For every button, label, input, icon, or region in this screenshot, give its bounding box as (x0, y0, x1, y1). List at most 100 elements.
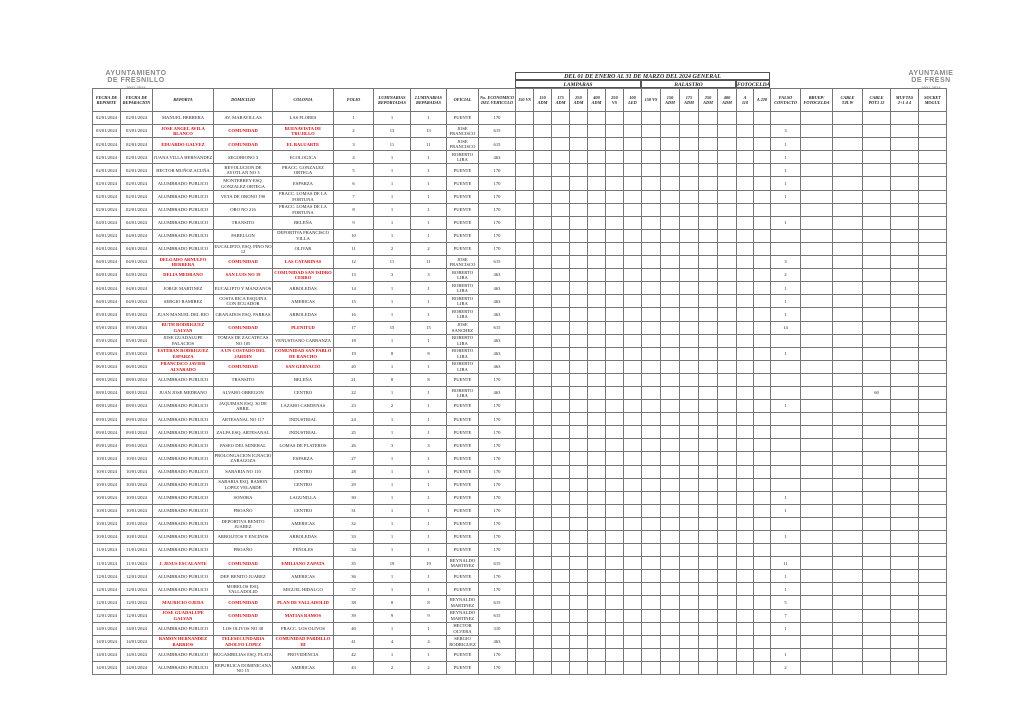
empty-cell (569, 163, 588, 178)
empty-cell (698, 281, 718, 296)
table-cell: COMUNIDAD (213, 359, 273, 374)
empty-cell (533, 412, 552, 427)
table-cell: REYNALDO MARTINEZ (446, 556, 479, 571)
table-cell: 615 (478, 137, 516, 152)
empty-cell (832, 163, 863, 178)
table-row: 14/01/2024 14/01/2024 ALUMBRADO PUBLICO BUG… (92, 647, 947, 662)
empty-cell (533, 333, 552, 348)
empty-cell (800, 294, 833, 309)
empty-cell (832, 228, 863, 243)
empty-cell (862, 503, 891, 518)
empty-cell (832, 647, 863, 662)
empty-cell (605, 215, 624, 230)
empty-cell (717, 359, 737, 374)
empty-cell (641, 150, 661, 165)
logo-left: AYUNTAMIENTO DE FRESNILLO 2021-2024 (96, 70, 176, 91)
logo-text: DE FRESN (911, 77, 951, 84)
empty-cell (551, 320, 570, 335)
empty-cell (717, 307, 737, 322)
table-cell: 05/01/2024 (92, 320, 121, 335)
empty-cell (679, 372, 699, 387)
table-cell: 1 (410, 412, 447, 427)
table-cell: 1 (410, 359, 447, 374)
table-cell: ECOLOGICA (272, 150, 334, 165)
column-header: 400 ADM (587, 88, 606, 112)
empty-cell (832, 516, 863, 532)
empty-cell (736, 516, 754, 532)
empty-cell (533, 150, 552, 165)
empty-cell (717, 503, 737, 518)
empty-cell (533, 359, 552, 374)
empty-cell (569, 320, 588, 335)
empty-cell (660, 150, 680, 165)
empty-cell (641, 399, 661, 414)
table-cell: HECTOR OLVERA (446, 621, 479, 636)
empty-cell (515, 307, 534, 322)
table-cell: PROAÑO (213, 503, 273, 518)
empty-cell (717, 412, 737, 427)
table-cell: 42 (333, 647, 374, 662)
empty-cell (641, 647, 661, 662)
table-cell: OLIVAR (272, 241, 334, 257)
empty-cell (623, 660, 642, 676)
table-cell: 1 (410, 215, 447, 230)
empty-cell (551, 621, 570, 636)
table-cell: PUENTE (446, 438, 479, 453)
table-cell: 7 (333, 189, 374, 204)
table-cell: 170 (478, 202, 516, 217)
empty-cell (862, 268, 891, 283)
empty-cell (569, 412, 588, 427)
table-cell: 463 (478, 634, 516, 649)
empty-cell (890, 451, 919, 466)
table-cell: 10/01/2024 (120, 451, 153, 466)
column-header: No. ECONOMICO DEL VEHICULO (478, 88, 516, 112)
empty-cell (717, 634, 737, 649)
table-cell: 1 (770, 307, 801, 322)
table-cell: 12/01/2024 (92, 608, 121, 623)
empty-cell (515, 255, 534, 270)
table-cell: 11/01/2024 (120, 543, 153, 558)
table-cell: 1 (373, 425, 411, 440)
table-cell: 2 (373, 660, 411, 676)
empty-cell (736, 372, 754, 387)
table-row: 06/01/2024 06/01/2024 FRANCISCO JAVIER ALV… (92, 359, 947, 374)
empty-cell (918, 503, 947, 518)
empty-cell (551, 451, 570, 466)
empty-cell (862, 425, 891, 440)
report-title: DEL 01 DE ENERO AL 31 DE MARZO DEL 2024 … (515, 72, 770, 80)
empty-cell (569, 595, 588, 610)
empty-cell (533, 451, 552, 466)
empty-cell (698, 425, 718, 440)
empty-cell (862, 176, 891, 191)
empty-cell (890, 634, 919, 649)
table-cell: 1 (410, 503, 447, 518)
empty-cell (660, 516, 680, 532)
empty-cell (605, 503, 624, 518)
table-cell: 1 (410, 543, 447, 558)
empty-cell (569, 399, 588, 414)
table-cell: 3 (333, 137, 374, 152)
empty-cell (679, 307, 699, 322)
empty-cell (605, 516, 624, 532)
empty-cell (890, 346, 919, 361)
empty-cell (736, 150, 754, 165)
empty-cell (605, 150, 624, 165)
empty-cell (890, 621, 919, 636)
empty-cell (569, 150, 588, 165)
empty-cell (533, 320, 552, 335)
empty-cell (551, 307, 570, 322)
table-cell: 4 (333, 150, 374, 165)
empty-cell (800, 189, 833, 204)
empty-cell (623, 150, 642, 165)
empty-cell (605, 634, 624, 649)
empty-cell (533, 385, 552, 401)
empty-cell (569, 202, 588, 217)
table-cell: 3 (410, 438, 447, 453)
empty-cell (605, 333, 624, 348)
table-cell: 1 (373, 503, 411, 518)
header-row: FECHA DE REPORTE FECHA DE REPARACION REPOR… (92, 88, 947, 112)
table-cell: ALUMBRADO PUBLICO (152, 228, 214, 243)
empty-cell (587, 255, 606, 270)
empty-cell (800, 110, 833, 126)
empty-cell (515, 268, 534, 283)
